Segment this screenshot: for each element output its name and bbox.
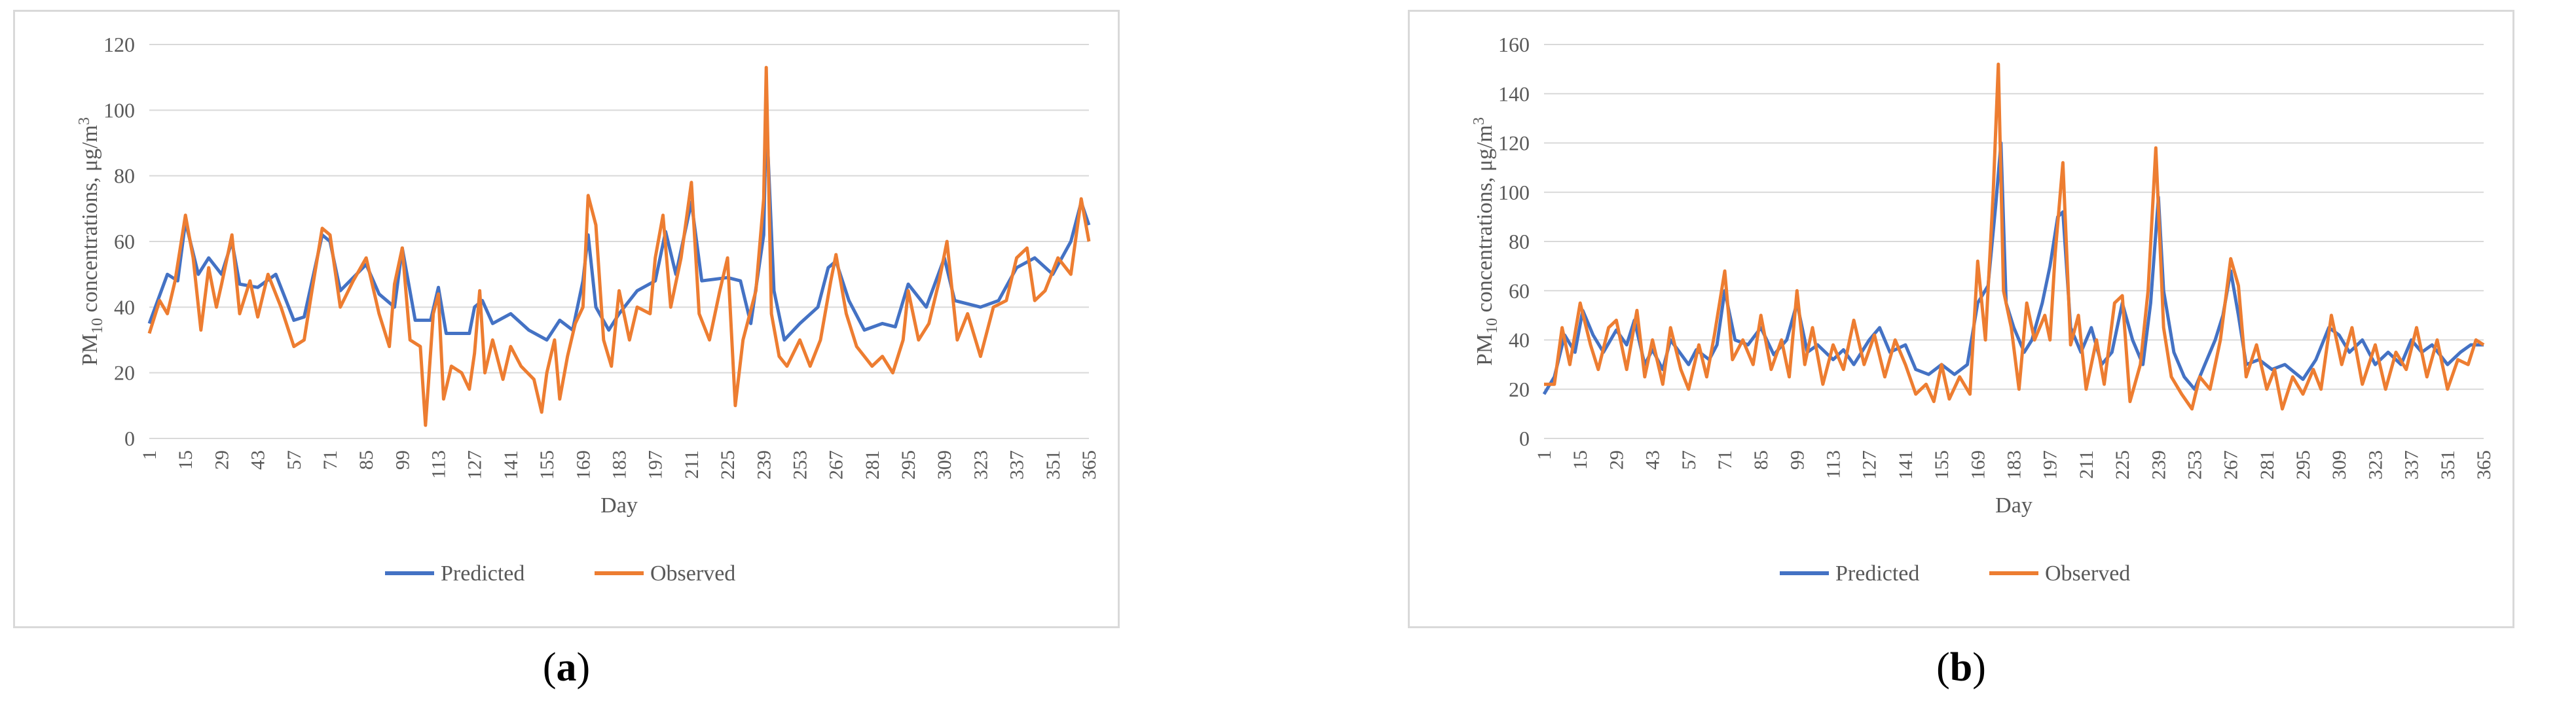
x-tick-label: 99 — [392, 450, 413, 470]
x-tick-label: 239 — [753, 450, 775, 480]
x-tick-label: 15 — [1570, 450, 1591, 470]
x-tick-label: 1 — [1534, 450, 1555, 460]
x-tick-label: 211 — [681, 450, 703, 479]
x-tick-label: 295 — [898, 450, 919, 480]
caption-a: (a) — [542, 645, 591, 690]
x-tick-label: 295 — [2292, 450, 2314, 480]
legend-label-observed: Observed — [650, 561, 735, 586]
x-tick-label: 113 — [1823, 450, 1845, 479]
x-tick-label: 141 — [1895, 450, 1917, 480]
chart-panel-b: 0 20 40 60 80 100 120 140 160 1 15 29 43 57 71 85 99 113 1… — [1408, 10, 2514, 628]
x-tick-label: 29 — [211, 450, 232, 470]
x-tick-label: 141 — [500, 450, 522, 480]
x-tick-label: 323 — [2364, 450, 2386, 480]
x-tick-label: 225 — [2112, 450, 2133, 480]
x-tick-label: 267 — [2220, 450, 2242, 480]
x-tick-label: 351 — [1042, 450, 1064, 480]
legend-label-observed: Observed — [2045, 561, 2130, 586]
chart-panel-a: 0 20 40 60 80 100 120 1 15 29 43 57 71 85 99 113 127 141 1… — [13, 10, 1120, 628]
y-tick-label: 100 — [1498, 181, 1530, 204]
series-line-predicted — [147, 111, 1091, 342]
x-tick-label: 239 — [2148, 450, 2169, 480]
x-tick-label: 71 — [1714, 450, 1736, 470]
x-tick-label: 85 — [1750, 450, 1772, 470]
x-axis-label: Day — [600, 493, 638, 518]
x-axis-label: Day — [1995, 493, 2033, 518]
x-tick-label: 365 — [2473, 450, 2495, 480]
x-tick-label: 85 — [356, 450, 377, 470]
y-tick-label: 80 — [1509, 230, 1530, 253]
y-axis-label: PM10 concentrations, μg/m3 — [1471, 117, 1501, 366]
y-axis-label: PM10 concentrations, μg/m3 — [76, 117, 106, 366]
x-tick-label: 1 — [139, 450, 160, 460]
x-tick-label: 113 — [428, 450, 450, 479]
y-tick-label: 160 — [1498, 33, 1530, 56]
x-tick-label: 365 — [1078, 450, 1100, 480]
x-tick-label: 225 — [717, 450, 739, 480]
y-tick-label: 120 — [1498, 132, 1530, 155]
y-tick-label: 20 — [114, 361, 135, 385]
y-tick-label: 40 — [114, 295, 135, 319]
x-tick-label: 15 — [175, 450, 196, 470]
x-tick-label: 169 — [572, 450, 594, 480]
x-tick-label: 337 — [2401, 450, 2423, 480]
series-line-predicted — [1542, 141, 2484, 395]
legend-label-predicted: Predicted — [1835, 561, 1919, 586]
series-line-observed — [1544, 62, 2485, 411]
y-tick-label: 0 — [1519, 427, 1530, 450]
chart-a-svg: 0 20 40 60 80 100 120 1 15 29 43 57 71 85 99 113 127 141 1… — [76, 33, 1100, 586]
x-tick-label: 309 — [2328, 450, 2350, 480]
x-tick-label: 197 — [645, 450, 667, 480]
x-tick-label: 253 — [789, 450, 811, 480]
y-tick-label: 60 — [1509, 279, 1530, 302]
x-tick-label: 127 — [1859, 450, 1881, 480]
x-tick-label: 127 — [464, 450, 486, 480]
y-tick-label: 120 — [103, 33, 135, 56]
y-tick-label: 40 — [1509, 328, 1530, 352]
y-tick-label: 60 — [114, 230, 135, 253]
x-tick-label: 351 — [2437, 450, 2459, 480]
x-tick-label: 29 — [1606, 450, 1627, 470]
x-tick-label: 281 — [862, 450, 883, 480]
y-tick-label: 100 — [103, 98, 135, 122]
x-tick-label: 309 — [934, 450, 955, 480]
x-tick-label: 43 — [248, 450, 269, 470]
caption-b: (b) — [1936, 645, 1986, 690]
x-tick-label: 183 — [2004, 450, 2025, 480]
x-tick-label: 337 — [1006, 450, 1028, 480]
y-tick-label: 20 — [1509, 378, 1530, 401]
x-tick-label: 43 — [1642, 450, 1664, 470]
chart-b-svg: 0 20 40 60 80 100 120 140 160 1 15 29 43 57 71 85 99 113 1… — [1471, 33, 2495, 586]
x-tick-label: 155 — [1931, 450, 1953, 480]
x-tick-label: 253 — [2184, 450, 2205, 480]
x-tick-label: 169 — [1967, 450, 1989, 480]
x-tick-label: 71 — [320, 450, 341, 470]
x-tick-label: 155 — [536, 450, 558, 480]
x-tick-label: 57 — [1678, 450, 1700, 470]
x-tick-label: 211 — [2076, 450, 2097, 479]
x-tick-label: 197 — [2040, 450, 2061, 480]
y-tick-label: 80 — [114, 164, 135, 188]
x-tick-label: 323 — [970, 450, 991, 480]
x-tick-label: 57 — [284, 450, 305, 470]
x-tick-label: 281 — [2256, 450, 2278, 480]
y-tick-label: 140 — [1498, 82, 1530, 105]
series-line-observed — [147, 65, 1091, 427]
legend-label-predicted: Predicted — [441, 561, 524, 586]
x-tick-label: 267 — [826, 450, 847, 480]
y-tick-label: 0 — [124, 427, 135, 450]
x-tick-label: 99 — [1786, 450, 1808, 470]
x-tick-label: 183 — [609, 450, 631, 480]
